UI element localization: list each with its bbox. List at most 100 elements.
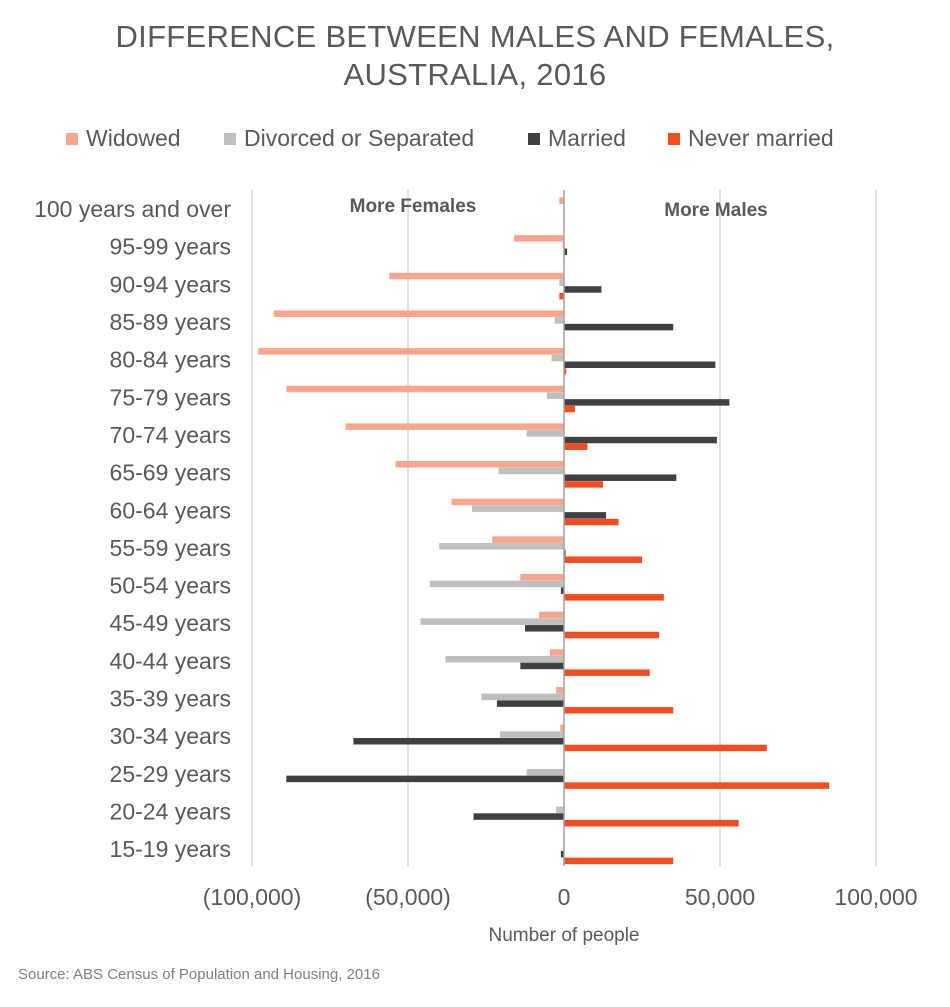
bar-married-3 (564, 323, 674, 331)
bar-married-11 (525, 625, 564, 632)
bar-never_married-6 (564, 443, 588, 450)
bar-chart: 100 years and over 95-99 years 90-94 years… (34, 190, 918, 946)
bar-divorced-1 (562, 241, 564, 249)
category-label-0: 100 years and over (34, 196, 231, 222)
bar-never_married-2 (559, 292, 564, 300)
legend-swatch-divorced (224, 132, 236, 145)
bar-never_married-14 (564, 744, 767, 752)
chart-legend: Widowed Divorced or Separated Married Ne… (0, 125, 950, 159)
category-label-2: 90-94 years (110, 271, 231, 297)
bar-never_married-12 (564, 669, 650, 676)
legend-item-divorced: Divorced or Separated (224, 125, 474, 152)
bar-divorced-6 (526, 430, 564, 437)
bar-never_married-17 (564, 857, 674, 865)
category-label-3: 85-89 years (110, 309, 231, 335)
category-label-1: 95-99 years (110, 234, 231, 260)
bar-married-8 (564, 512, 607, 519)
bar-divorced-12 (445, 656, 564, 663)
bar-widowed-1 (514, 235, 564, 242)
bar-never_married-8 (564, 518, 619, 526)
category-label-17: 15-19 years (110, 836, 231, 862)
legend-label-never-married: Never married (688, 125, 834, 151)
bar-divorced-5 (546, 392, 564, 399)
x-tick-label-4: 100,000 (834, 884, 917, 910)
bar-divorced-16 (556, 806, 564, 814)
bar-divorced-2 (559, 279, 564, 286)
bar-widowed-3 (273, 310, 564, 317)
category-label-13: 35-39 years (110, 686, 231, 712)
bar-divorced-11 (420, 618, 564, 625)
bar-widowed-4 (258, 348, 564, 355)
bar-divorced-4 (551, 354, 564, 362)
x-tick-label-1: (50,000) (365, 884, 451, 910)
category-label-11: 45-49 years (110, 610, 231, 636)
bar-widowed-10 (520, 574, 564, 581)
bar-never_married-7 (564, 481, 603, 488)
chart-title-line-1: DIFFERENCE BETWEEN MALES AND FEMALES, (115, 19, 835, 54)
bar-divorced-9 (439, 543, 564, 550)
bar-married-16 (473, 813, 564, 820)
x-tick-label-3: 50,000 (685, 884, 755, 910)
bar-divorced-8 (471, 505, 564, 512)
category-label-8: 60-64 years (110, 497, 231, 523)
bar-widowed-6 (345, 423, 564, 430)
bar-married-5 (564, 399, 730, 406)
bar-divorced-14 (500, 731, 564, 738)
category-label-5: 75-79 years (110, 384, 231, 410)
x-tick-label-0: (100,000) (203, 884, 301, 910)
category-label-12: 40-44 years (110, 648, 231, 674)
bar-never_married-5 (564, 405, 575, 413)
legend-label-married: Married (548, 125, 626, 151)
legend-label-widowed: Widowed (86, 125, 181, 151)
bar-divorced-13 (481, 693, 564, 701)
source-note: Source: ABS Census of Population and Hou… (18, 966, 380, 983)
bar-never_married-13 (564, 707, 674, 714)
category-label-4: 80-84 years (110, 347, 231, 373)
legend-item-never-married: Never married (668, 125, 834, 152)
category-label-16: 20-24 years (110, 798, 231, 824)
bar-widowed-7 (395, 461, 564, 468)
bar-widowed-9 (492, 536, 564, 543)
bar-married-13 (496, 700, 564, 707)
bar-widowed-11 (539, 611, 564, 619)
category-label-6: 70-74 years (110, 422, 231, 448)
annotation-more-males: More Males (664, 200, 767, 221)
bar-divorced-7 (498, 467, 564, 475)
annotation-more-females: More Females (350, 196, 477, 217)
legend-swatch-never-married (668, 132, 680, 145)
bar-widowed-0 (559, 197, 564, 204)
legend-swatch-married (528, 132, 540, 145)
bar-widowed-2 (389, 272, 564, 280)
bar-never_married-9 (564, 556, 642, 563)
legend-label-divorced: Divorced or Separated (244, 125, 475, 151)
bar-widowed-12 (549, 649, 564, 656)
legend-item-widowed: Widowed (66, 125, 181, 152)
category-label-9: 55-59 years (110, 535, 231, 561)
bar-never_married-15 (564, 782, 830, 789)
bar-widowed-8 (451, 498, 564, 506)
category-label-7: 65-69 years (110, 460, 231, 486)
bar-married-1 (564, 248, 568, 256)
bar-married-4 (564, 361, 716, 368)
bar-never_married-4 (564, 368, 567, 375)
legend-swatch-widowed (66, 132, 78, 145)
bar-married-9 (564, 549, 566, 557)
bar-married-12 (520, 662, 564, 670)
bar-married-15 (286, 775, 564, 783)
bar-divorced-15 (526, 768, 564, 776)
category-label-10: 50-54 years (110, 573, 231, 599)
bar-married-10 (560, 587, 564, 594)
bar-married-7 (564, 474, 677, 481)
x-tick-label-2: 0 (558, 884, 571, 910)
bar-divorced-3 (554, 317, 564, 324)
chart-title-line-2: AUSTRALIA, 2016 (343, 57, 607, 92)
bar-widowed-5 (286, 385, 564, 393)
bar-widowed-13 (556, 686, 564, 694)
bar-divorced-10 (429, 580, 564, 588)
category-label-15: 25-29 years (110, 761, 231, 787)
legend-item-married: Married (528, 125, 626, 152)
chart-title: DIFFERENCE BETWEEN MALES AND FEMALES, AU… (0, 18, 950, 94)
bar-married-6 (564, 436, 717, 444)
bar-married-17 (560, 850, 564, 858)
x-axis-title: Number of people (488, 925, 639, 946)
